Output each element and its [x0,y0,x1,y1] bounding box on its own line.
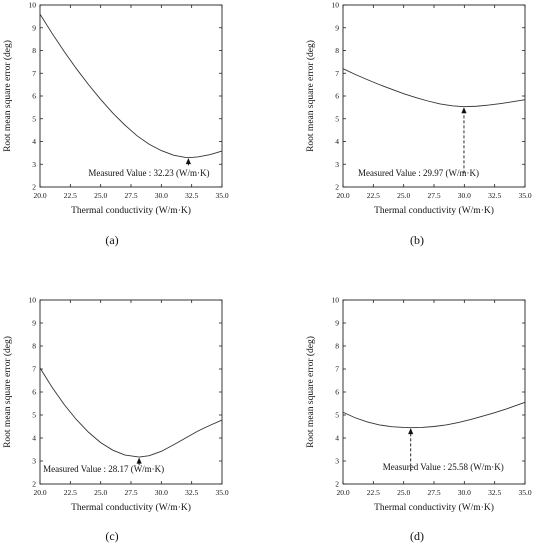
annotation-label: Measured Value : 28.17 (W/m·K) [43,464,164,474]
x-tick-label: 25.0 [94,191,107,200]
x-tick-label: 22.5 [64,191,77,200]
x-tick-label: 20.0 [336,488,349,497]
annotation-arrow-head [408,428,414,435]
x-tick-label: 30.0 [458,191,471,200]
x-tick-label: 20.0 [336,191,349,200]
y-axis-title: Root mean square error (deg) [305,336,316,448]
x-tick-label: 30.0 [458,488,471,497]
x-tick-label: 30.0 [155,488,168,497]
x-tick-label: 25.0 [397,191,410,200]
x-tick-label: 35.0 [518,488,531,497]
y-tick-label: 4 [32,434,36,443]
y-tick-label: 7 [335,69,339,78]
y-tick-label: 8 [335,46,339,55]
x-tick-label: 25.0 [397,488,410,497]
y-tick-label: 2 [335,183,339,192]
panel-label: (b) [410,233,424,247]
chart-panel-3: 2 3 4 5 6 7 8 9 10 20.0 22.5 25.0 27.5 30.0 32.5 35.0 Th… [2,296,229,544]
y-tick-label: 6 [32,92,36,101]
x-tick-label: 22.5 [367,488,380,497]
y-axis-title: Root mean square error (deg) [2,40,13,152]
x-tick-label: 27.5 [427,191,440,200]
x-tick-label: 35.0 [215,488,228,497]
plot-frame [342,299,526,485]
y-tick-label: 4 [335,434,339,443]
x-tick-label: 32.5 [185,191,198,200]
panel-label: (a) [105,233,118,247]
x-tick-label: 22.5 [64,488,77,497]
series-line [342,68,526,108]
x-tick-label: 32.5 [488,191,501,200]
x-tick-label: 27.5 [124,488,137,497]
y-tick-label: 8 [32,342,36,351]
y-tick-label: 3 [32,160,36,169]
y-tick-label: 3 [335,457,339,466]
x-axis-title: Thermal conductivity (W/m·K) [71,205,191,216]
y-tick-label: 7 [32,69,36,78]
series-line [342,401,526,429]
y-tick-label: 4 [335,137,339,146]
x-tick-label: 30.0 [155,191,168,200]
plot-frame [39,299,223,485]
y-tick-label: 2 [335,480,339,489]
series-line [39,367,223,458]
x-tick-label: 32.5 [488,488,501,497]
annotation-arrow-head [461,107,467,114]
x-tick-label: 27.5 [427,488,440,497]
x-tick-label: 35.0 [518,191,531,200]
y-tick-label: 10 [332,1,340,10]
x-tick-label: 32.5 [185,488,198,497]
y-tick-label: 5 [335,114,339,123]
y-tick-label: 6 [32,388,36,397]
y-tick-label: 4 [32,137,36,146]
chart-panel-4: 2 3 4 5 6 7 8 9 10 20.0 22.5 25.0 27.5 30.0 32.5 35.0 Th… [305,296,532,544]
y-axis-title: Root mean square error (deg) [2,336,13,448]
annotation-label: Measured Value : 29.97 (W/m·K) [358,168,479,178]
y-tick-label: 2 [32,480,36,489]
y-tick-label: 6 [335,388,339,397]
x-tick-label: 20.0 [33,191,46,200]
series-line [39,13,223,159]
y-tick-label: 6 [335,92,339,101]
y-tick-label: 9 [335,23,339,32]
annotation-label: Measured Value : 32.23 (W/m·K) [88,168,209,178]
x-tick-label: 20.0 [33,488,46,497]
x-tick-label: 27.5 [124,191,137,200]
y-axis-title: Root mean square error (deg) [305,40,316,152]
y-tick-label: 7 [335,365,339,374]
y-tick-label: 10 [29,1,37,10]
y-tick-label: 9 [32,319,36,328]
chart-panel-2: 2 3 4 5 6 7 8 9 10 20.0 22.5 25.0 27.5 30.0 32.5 35.0 Th… [305,1,532,248]
annotation-label: Measured Value : 25.58 (W/m·K) [383,462,504,472]
y-tick-label: 9 [32,23,36,32]
x-axis-title: Thermal conductivity (W/m·K) [71,502,191,513]
plot-frame [342,4,526,188]
y-tick-label: 5 [32,411,36,420]
y-tick-label: 9 [335,319,339,328]
y-tick-label: 10 [29,296,37,305]
plot-frame [39,4,223,188]
x-axis-title: Thermal conductivity (W/m·K) [374,205,494,216]
y-tick-label: 7 [32,365,36,374]
y-tick-label: 10 [332,296,340,305]
y-tick-label: 2 [32,183,36,192]
panel-label: (d) [410,529,424,543]
y-tick-label: 3 [335,160,339,169]
x-tick-label: 25.0 [94,488,107,497]
y-tick-label: 3 [32,457,36,466]
y-tick-label: 8 [32,46,36,55]
annotation-arrow-head [185,158,191,165]
chart-panel-1: 2 3 4 5 6 7 8 9 10 20.0 22.5 25.0 27.5 30.0 32.5 35.0 Th… [2,1,229,248]
y-tick-label: 5 [335,411,339,420]
y-tick-label: 8 [335,342,339,351]
x-tick-label: 22.5 [367,191,380,200]
annotation-arrow-head [136,457,142,464]
x-tick-label: 35.0 [215,191,228,200]
panel-label: (c) [105,529,118,543]
x-axis-title: Thermal conductivity (W/m·K) [374,502,494,513]
y-tick-label: 5 [32,114,36,123]
